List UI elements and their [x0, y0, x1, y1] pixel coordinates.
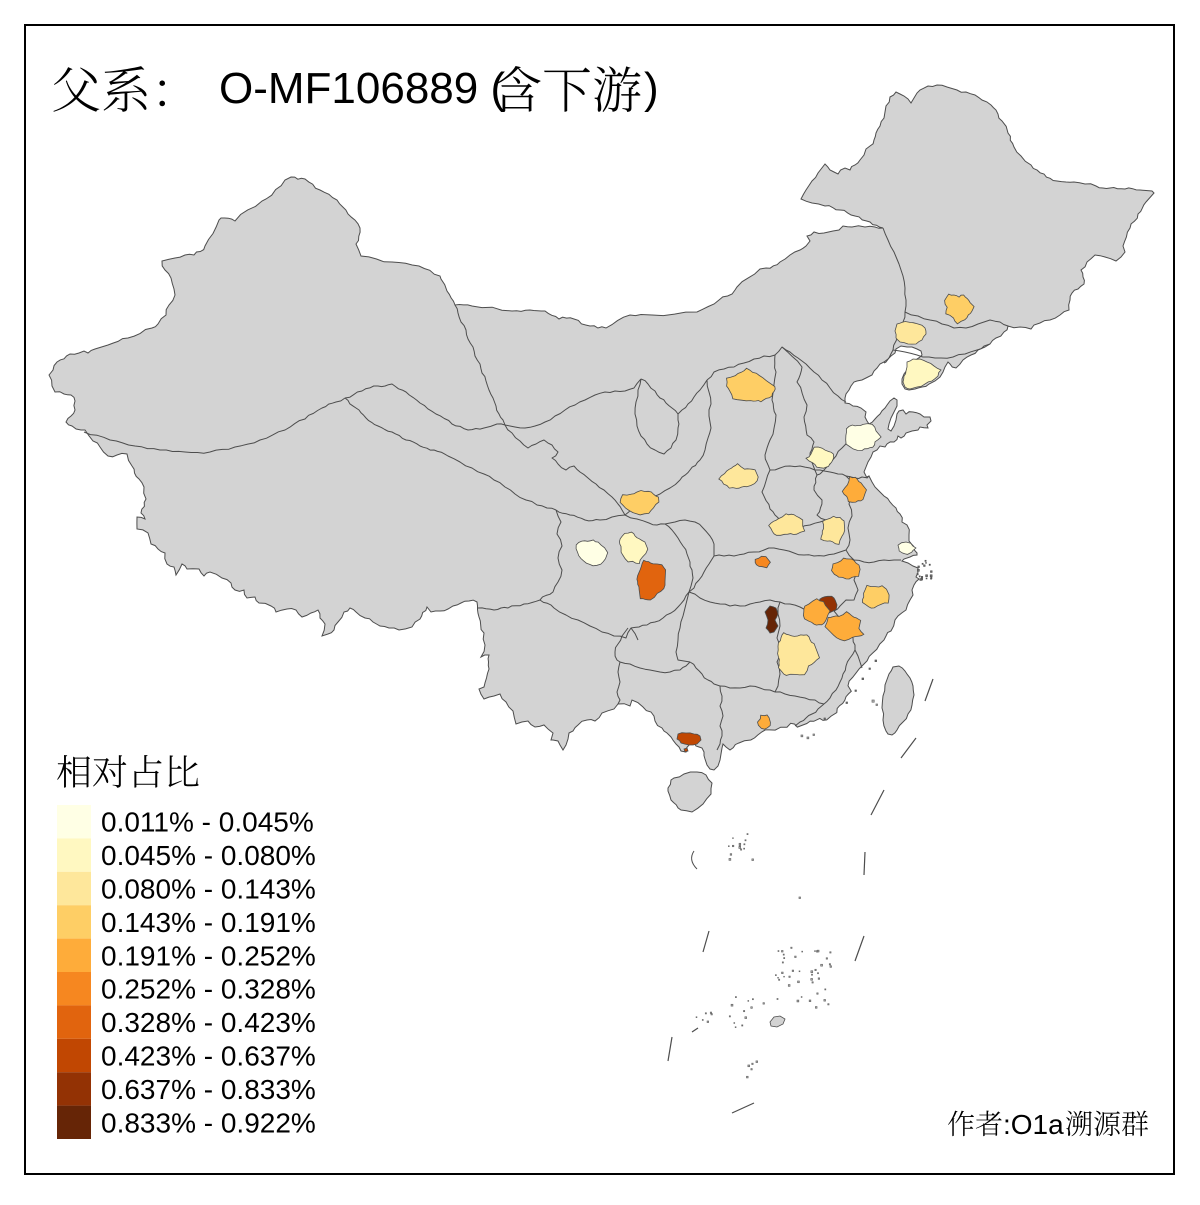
- svg-text:0.833% - 0.922%: 0.833% - 0.922%: [101, 1107, 316, 1138]
- svg-text:0.328% - 0.423%: 0.328% - 0.423%: [101, 1007, 316, 1038]
- svg-text::O1a: :O1a: [1003, 1109, 1064, 1140]
- svg-text:0.423% - 0.637%: 0.423% - 0.637%: [101, 1041, 316, 1072]
- svg-text:0.191% - 0.252%: 0.191% - 0.252%: [101, 940, 316, 971]
- svg-text:0.045% - 0.080%: 0.045% - 0.080%: [101, 840, 316, 871]
- svg-text:0.252% - 0.328%: 0.252% - 0.328%: [101, 974, 316, 1005]
- svg-text:0.011% - 0.045%: 0.011% - 0.045%: [101, 807, 314, 838]
- svg-text:): ): [644, 64, 659, 113]
- svg-text:0.080% - 0.143%: 0.080% - 0.143%: [101, 874, 316, 905]
- svg-text:O-MF106889 (: O-MF106889 (: [219, 64, 505, 113]
- svg-text:0.143% - 0.191%: 0.143% - 0.191%: [101, 907, 316, 938]
- svg-text:0.637% - 0.833%: 0.637% - 0.833%: [101, 1074, 316, 1105]
